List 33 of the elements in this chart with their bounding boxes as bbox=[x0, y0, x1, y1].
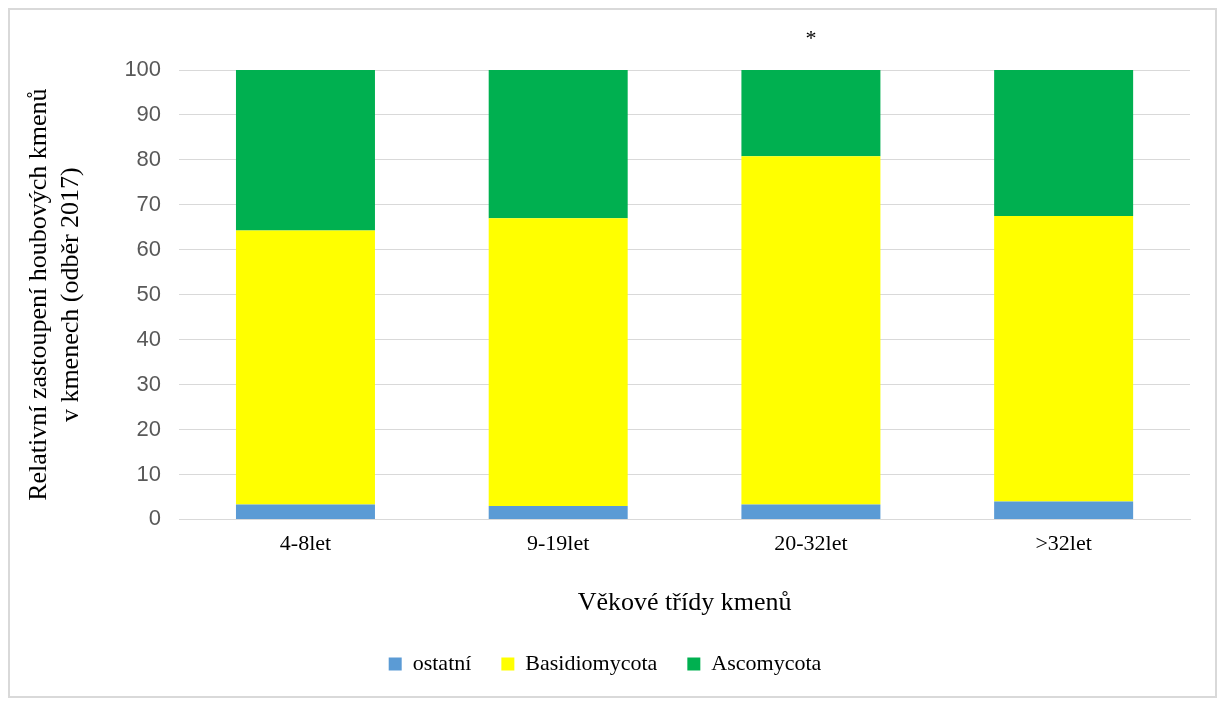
bar bbox=[488, 505, 628, 519]
bar bbox=[741, 70, 881, 157]
bar bbox=[994, 501, 1134, 519]
bar bbox=[741, 156, 881, 505]
x-tick-label: 9-19let bbox=[527, 530, 590, 556]
y-tick-label: 50 bbox=[136, 280, 162, 306]
bar bbox=[488, 70, 628, 219]
bar bbox=[994, 70, 1134, 217]
y-tick-label: 60 bbox=[136, 235, 162, 261]
legend-label: Ascomycota bbox=[711, 649, 822, 675]
annotation: * bbox=[805, 24, 817, 50]
y-tick-label: 10 bbox=[136, 460, 162, 486]
y-tick-label: 70 bbox=[136, 190, 162, 216]
bar bbox=[235, 504, 375, 519]
x-tick-label: 4-8let bbox=[279, 530, 332, 556]
y-tick-label: 0 bbox=[148, 505, 162, 531]
y-tick-label: 90 bbox=[136, 101, 162, 126]
y-tick-label: 40 bbox=[136, 325, 162, 351]
bar bbox=[741, 504, 881, 519]
x-axis-title: Věkové třídy kmenů bbox=[577, 587, 792, 617]
bar bbox=[235, 70, 375, 231]
bar bbox=[235, 230, 375, 505]
legend-label: ostatní bbox=[412, 649, 472, 675]
y-tick-label: 30 bbox=[136, 370, 162, 396]
bar bbox=[488, 218, 628, 506]
x-tick-label: >32let bbox=[1035, 530, 1092, 556]
y-axis-title: Relativní zastoupení houbových kmenů v kmenech (odběr 2017) bbox=[23, 88, 84, 501]
y-tick-label: 100 bbox=[124, 56, 162, 82]
y-tick-label: 20 bbox=[136, 415, 162, 441]
y-tick-label: 80 bbox=[136, 145, 162, 171]
legend-label: Basidiomycota bbox=[525, 649, 658, 675]
bar bbox=[994, 216, 1134, 502]
x-tick-label: 20-32let bbox=[774, 530, 848, 556]
